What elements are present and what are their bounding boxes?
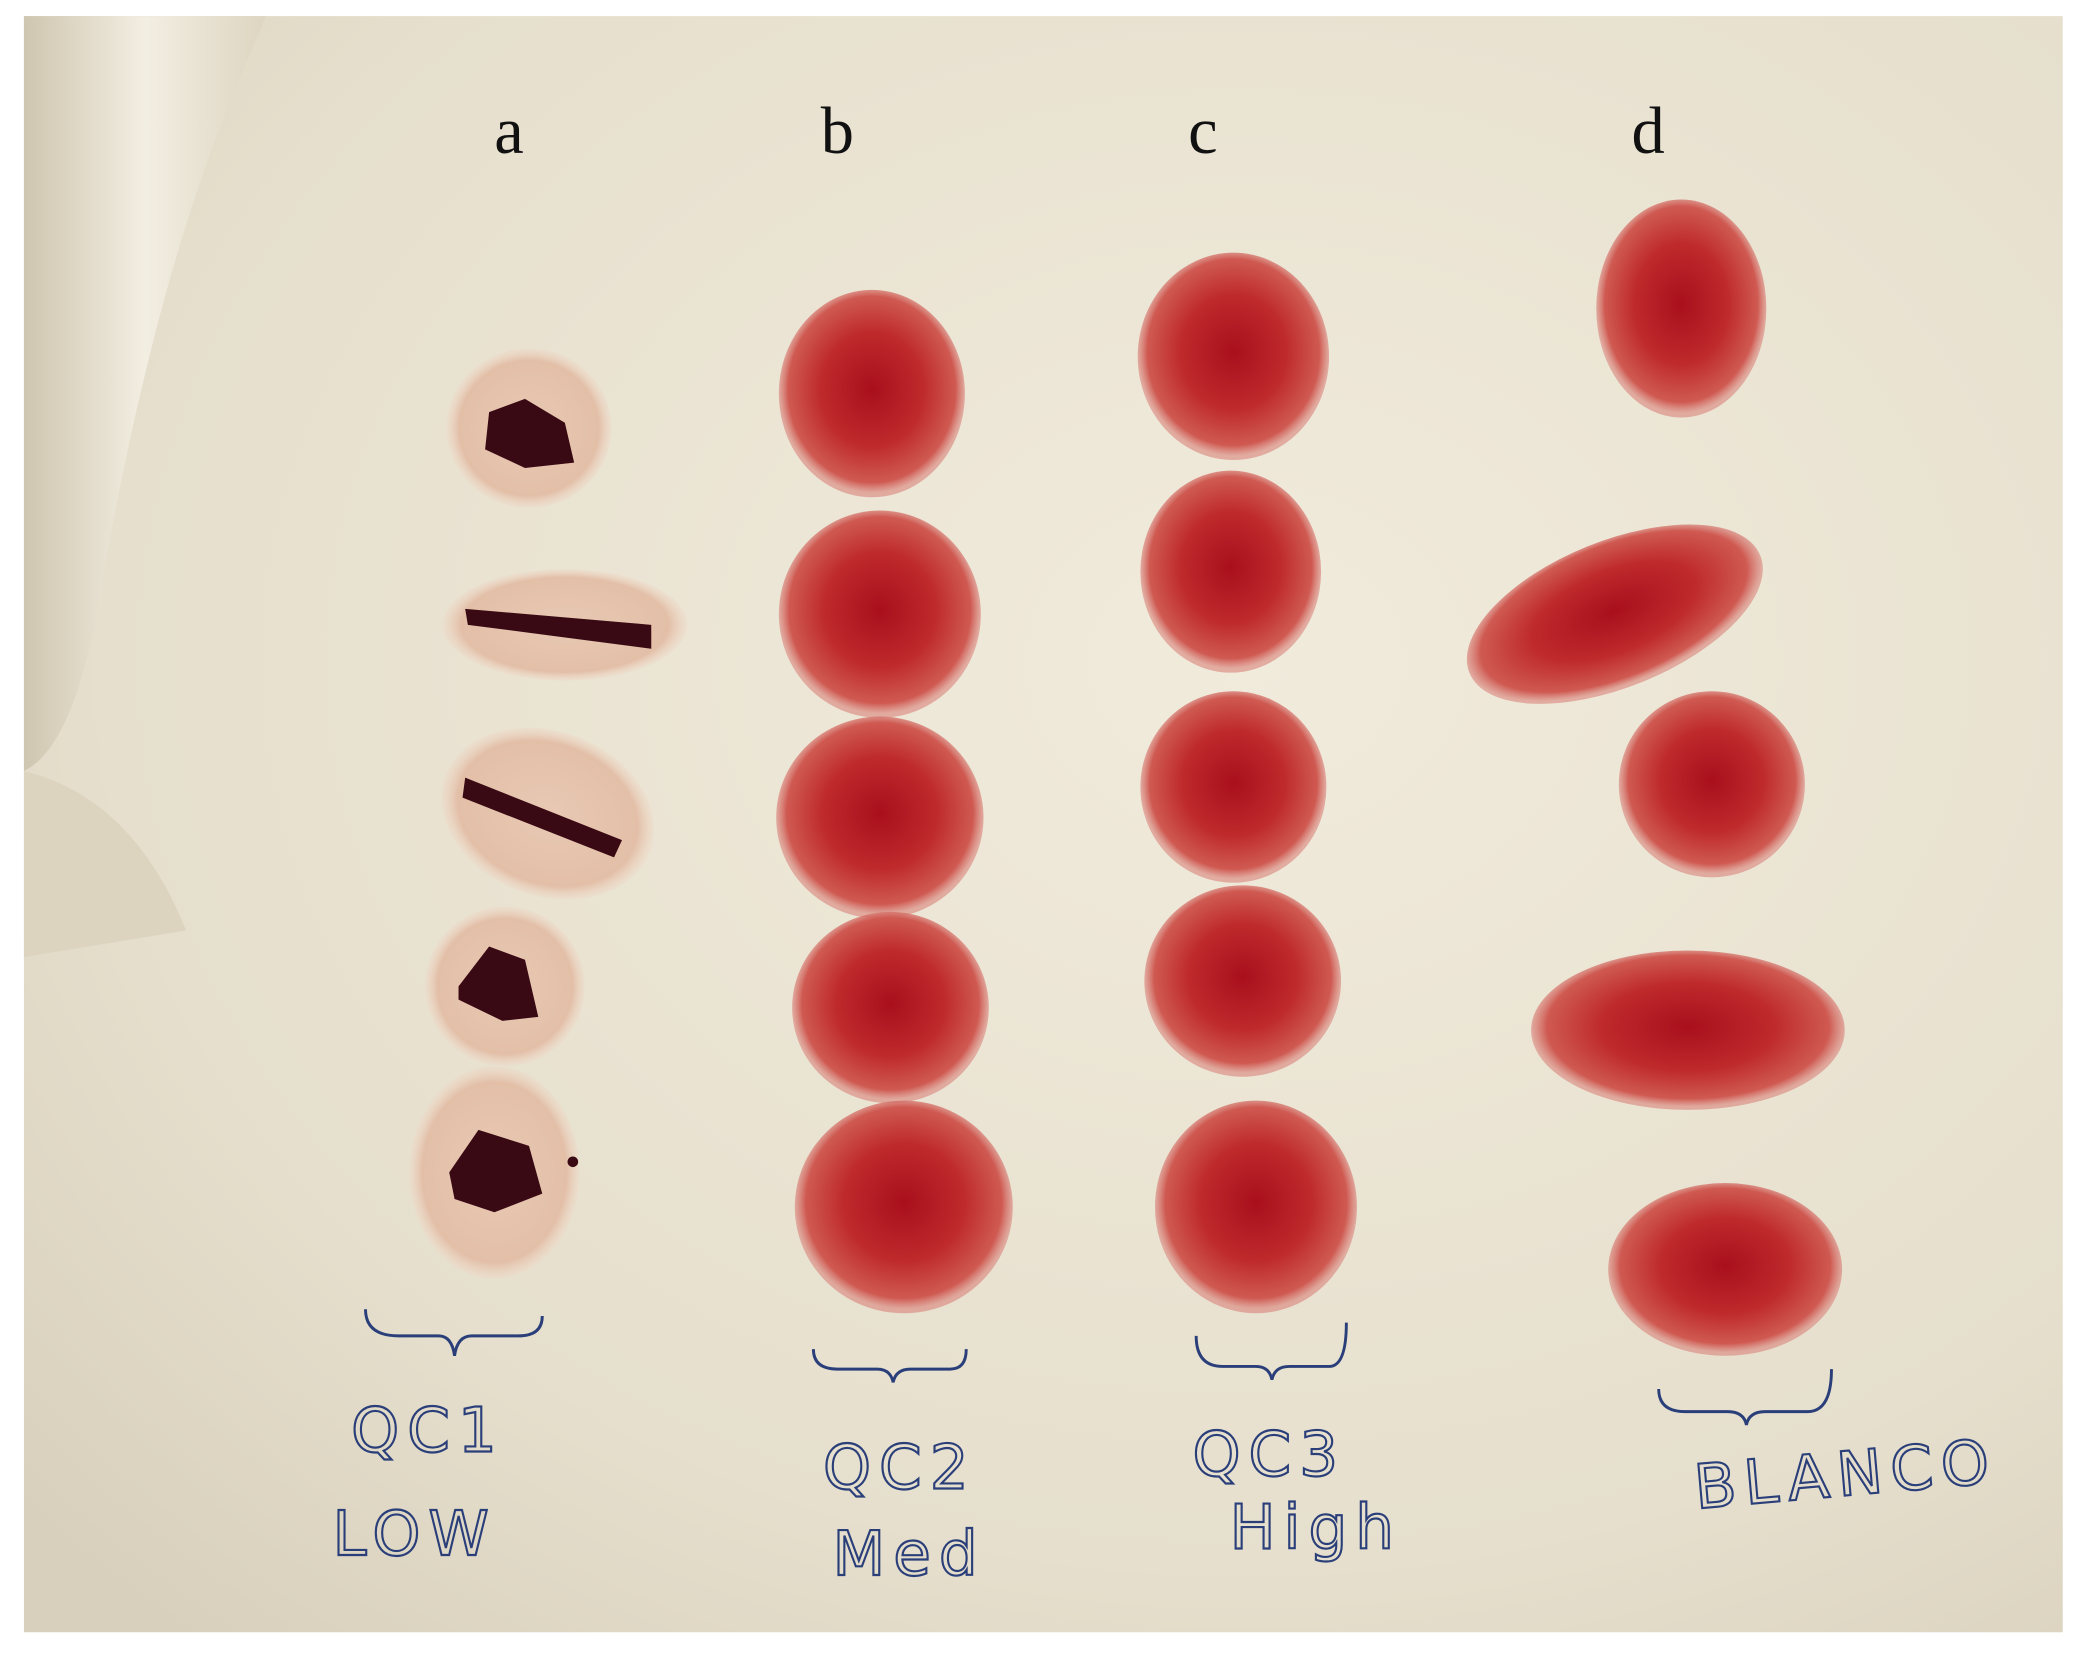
handwritten-label: Med	[833, 1519, 986, 1590]
stain-core	[485, 398, 575, 468]
stain-core	[462, 777, 623, 858]
fabric-shadow	[23, 771, 187, 958]
handwritten-label: LOW	[332, 1499, 496, 1570]
stain-core	[449, 1129, 543, 1213]
blood-spot	[1596, 199, 1767, 418]
blood-spot	[1144, 885, 1342, 1077]
stain-core	[458, 946, 539, 1021]
fabric-fold	[23, 16, 266, 772]
column-label: a	[494, 95, 524, 168]
brace	[1194, 1322, 1348, 1381]
handwritten-label: High	[1230, 1493, 1402, 1564]
handwritten-label: QC2	[823, 1433, 977, 1504]
blood-spot	[1140, 470, 1322, 673]
blood-spot	[1618, 691, 1805, 878]
blood-spot	[792, 911, 989, 1104]
blood-spot	[776, 716, 984, 919]
column-b-spots	[776, 289, 1013, 1314]
blood-spot	[1154, 1100, 1357, 1314]
brace	[1657, 1369, 1833, 1426]
column-label: d	[1631, 95, 1664, 168]
blood-spot	[1140, 691, 1327, 883]
handwritten-label: QC3	[1192, 1419, 1346, 1490]
stain-core	[465, 608, 652, 649]
brace	[364, 1309, 544, 1357]
blood-spot	[1137, 252, 1330, 461]
blood-spot	[1531, 950, 1845, 1110]
handwritten-label: QC1	[351, 1396, 505, 1467]
braces	[364, 1309, 1833, 1426]
blood-spot	[794, 1100, 1013, 1314]
brace	[811, 1349, 968, 1383]
blood-spot	[1608, 1183, 1843, 1356]
blood-spot	[778, 510, 981, 718]
column-c-spots	[1137, 252, 1357, 1314]
column-label: c	[1188, 95, 1218, 168]
blood-spot	[778, 289, 965, 498]
column-d-spots	[1466, 199, 1845, 1356]
column-label: b	[821, 95, 854, 168]
stain-dot	[567, 1156, 579, 1168]
column-a-spots	[409, 348, 688, 1279]
blood-spot	[1466, 524, 1763, 704]
